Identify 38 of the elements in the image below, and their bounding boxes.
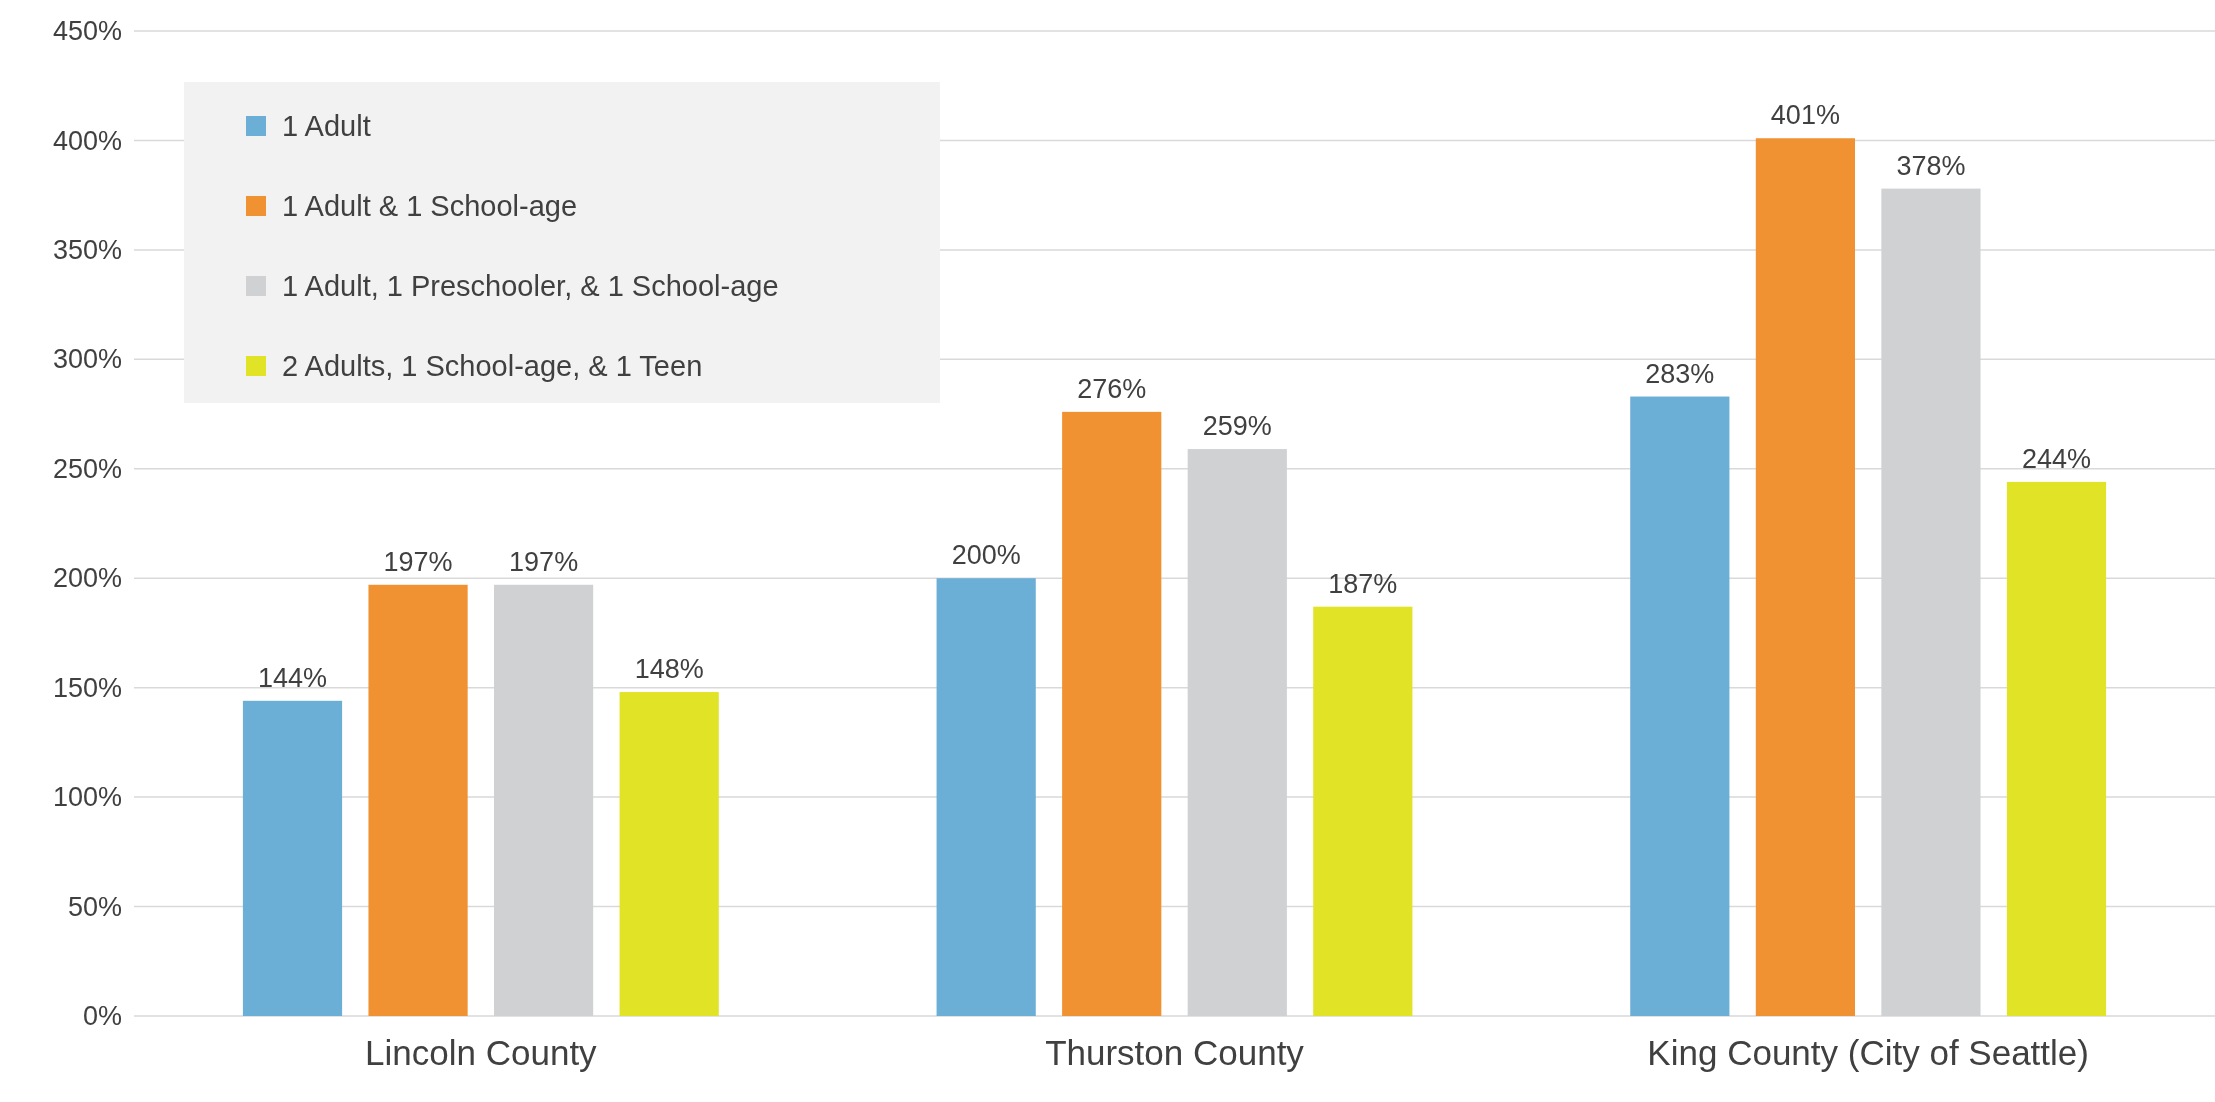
y-tick-label: 250% <box>52 453 122 484</box>
data-label: 283% <box>1645 358 1715 389</box>
y-tick-label: 300% <box>52 344 122 375</box>
bar <box>619 692 719 1016</box>
y-tick-label: 100% <box>52 782 122 813</box>
data-label: 144% <box>257 662 328 693</box>
x-tick-label: King County (City of Seattle) <box>1647 1032 2089 1072</box>
data-label: 259% <box>1202 411 1272 442</box>
bar <box>1062 411 1162 1016</box>
bar <box>242 700 343 1016</box>
y-tick-label: 400% <box>52 125 122 156</box>
bar <box>1630 396 1730 1016</box>
legend-label: 2 Adults, 1 School-age, & 1 Teen <box>282 350 703 382</box>
bar <box>368 584 468 1016</box>
legend-label: 1 Adult, 1 Preschooler, & 1 School-age <box>282 270 779 302</box>
y-tick-label: 350% <box>52 235 122 266</box>
data-label: 378% <box>1896 150 1966 181</box>
bar <box>2006 481 2107 1016</box>
x-tick-label: Lincoln County <box>365 1032 598 1072</box>
data-label: 276% <box>1077 373 1147 404</box>
legend-label: 1 Adult & 1 School-age <box>282 190 578 222</box>
y-tick-label: 200% <box>52 563 122 594</box>
data-label: 244% <box>2021 443 2092 474</box>
y-tick-label: 0% <box>82 1001 122 1032</box>
data-label: 187% <box>1328 568 1398 599</box>
bar <box>936 578 1036 1016</box>
y-tick-label: 150% <box>52 672 122 703</box>
data-label: 200% <box>951 540 1021 571</box>
x-tick-label: Thurston County <box>1045 1032 1305 1072</box>
y-tick-label: 50% <box>67 891 122 922</box>
data-label: 401% <box>1770 100 1840 131</box>
data-label: 197% <box>509 546 579 577</box>
data-label: 197% <box>383 546 453 577</box>
bar <box>1313 606 1413 1016</box>
bar <box>1755 138 1855 1016</box>
y-tick-label: 450% <box>52 16 122 47</box>
legend-label: 1 Adult <box>282 110 371 142</box>
data-label: 148% <box>634 654 704 685</box>
